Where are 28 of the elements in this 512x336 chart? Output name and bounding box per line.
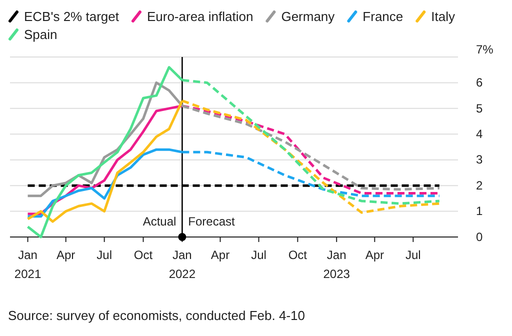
legend-label: Euro-area inflation [146,9,254,24]
x-tick-label: Jan 2021 [14,248,42,281]
y-tick-label: 6 [476,76,483,90]
y-tick-label: 5 [476,101,483,116]
y-tick-label: 1 [476,204,483,218]
legend-label: ECB's 2% target [24,9,120,24]
x-tick-label: Apr [210,248,230,262]
x-tick-label: Jan 2023 [323,248,350,281]
x-tick-label: Apr [56,248,76,262]
legend-label: France [362,9,404,24]
y-tick-label: 2 [476,178,483,192]
y-tick-label: 3 [476,152,483,167]
x-tick-label: Jul [251,248,266,262]
x-tick-label: Oct [134,248,154,262]
legend-label: Spain [24,27,58,42]
x-tick-label: Jan 2022 [168,248,196,281]
x-tick-label: Jul [405,248,421,262]
y-tick-label: 7% [476,42,494,56]
legend-label: Italy [431,9,456,24]
x-tick-label: Jul [96,248,112,262]
x-tick-label: Oct [288,248,308,262]
y-tick-label: 4 [476,126,483,141]
source-note: Source: survey of economists, conducted Feb. 4-10 [8,308,305,323]
x-tick-label: Apr [365,248,384,262]
annotation: Actual [142,214,176,228]
annotation: Forecast [188,214,236,228]
y-tick-label: 0 [476,230,483,244]
legend-label: Germany [281,9,336,24]
